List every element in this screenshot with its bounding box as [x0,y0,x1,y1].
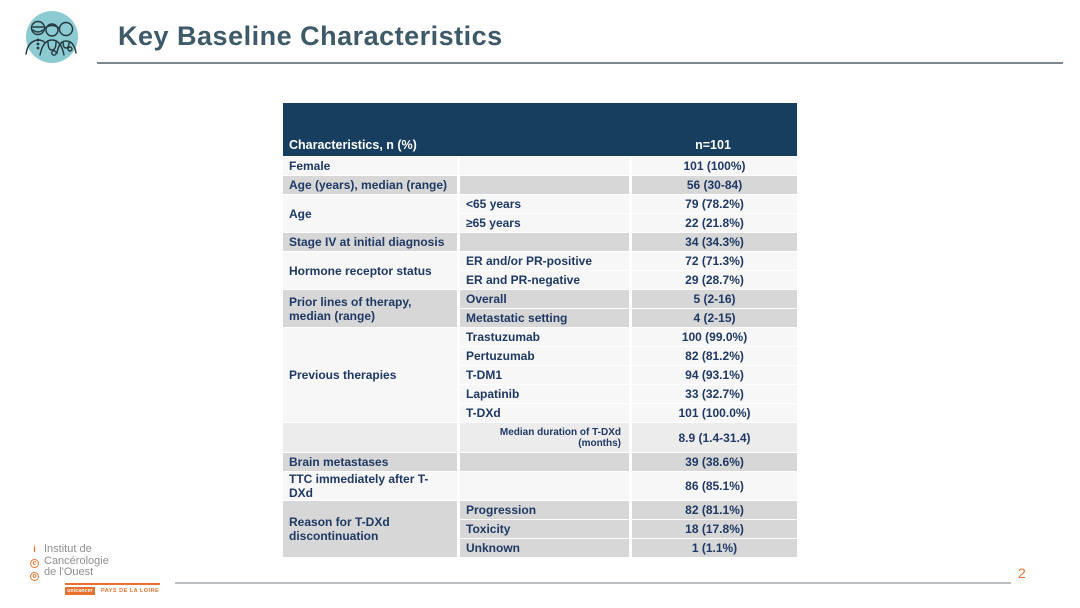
characteristic-label [283,422,457,452]
characteristic-value: 86 (85.1%) [629,471,798,500]
table-row: Metastatic setting 4 (2-15) [283,308,798,327]
characteristic-value: 8.9 (1.4-31.4) [629,422,798,452]
table-row: T-DXd 101 (100.0%) [283,403,798,422]
table-row: Previous therapies Trastuzumab 100 (99.0%) [283,327,798,422]
characteristic-value: 100 (99.0%) [629,327,798,346]
logo-divider [65,583,160,585]
sub-characteristic-label: Pertuzumab [457,346,630,365]
medical-team-icon [23,8,81,71]
institute-line: de l'Ouest [44,566,94,578]
page-number: 2 [1018,565,1026,581]
table-row: ER and PR-negative 29 (28.7%) [283,270,798,289]
title-divider [97,62,1063,64]
ico-letter-c: c [30,558,39,568]
characteristic-label: Previous therapies [283,327,457,422]
characteristic-label: Stage IV at initial diagnosis [283,232,457,251]
table-row: Pertuzumab 82 (81.2%) [283,346,798,365]
ico-logo: i c o Institut de Cancérologie de l'Oues… [30,543,109,581]
sub-characteristic-label: Progression [457,500,630,519]
table-row: Female 101 (100%) [283,156,798,175]
characteristics-table-body: Female 101 (100%) Age (years), median (ran… [283,156,798,557]
sub-characteristic-label: Metastatic setting [457,308,630,327]
sub-characteristic-label: T-DM1 [457,365,630,384]
table-row: Toxicity 18 (17.8%) [283,519,798,538]
sub-characteristic-label [457,156,630,175]
sub-characteristic-label: Median duration of T-DXd (months) [457,422,630,452]
sub-characteristic-label: ER and PR-negative [457,270,630,289]
sub-characteristic-label: ≥65 years [457,213,630,232]
characteristic-value: 82 (81.2%) [629,346,798,365]
characteristic-value: 18 (17.8%) [629,519,798,538]
table-header-row: Characteristics, n (%) n=101 [283,103,798,156]
page-title: Key Baseline Characteristics [118,21,503,51]
sub-characteristic-label: Trastuzumab [457,327,630,346]
table-row: Unknown 1 (1.1%) [283,538,798,557]
table-row: TTC immediately after T-DXd 86 (85.1%) [283,471,798,500]
table-row: Prior lines of therapy, median (range) Ov… [283,289,798,327]
table-row: Age <65 years 79 (78.2%) [283,194,798,232]
table-row: Reason for T-DXd discontinuation Progress… [283,500,798,557]
characteristic-value: 79 (78.2%) [629,194,798,213]
sub-characteristic-label: <65 years [457,194,630,213]
characteristic-value: 72 (71.3%) [629,251,798,270]
characteristic-value: 5 (2-16) [629,289,798,308]
table-row: Stage IV at initial diagnosis 34 (34.3%) [283,232,798,251]
sub-characteristic-label: Lapatinib [457,384,630,403]
sub-characteristic-label: ER and/or PR-positive [457,251,630,270]
characteristic-value: 22 (21.8%) [629,213,798,232]
characteristic-label: Age [283,194,457,232]
baseline-characteristics-table: Characteristics, n (%) n=101 Female 101 (… [283,103,798,557]
ico-letter-o: o [30,572,39,581]
footer-divider [175,582,1011,584]
characteristic-label: Brain metastases [283,452,457,471]
table-row: T-DM1 94 (93.1%) [283,365,798,384]
characteristic-label: Hormone receptor status [283,251,457,289]
characteristic-value: 82 (81.1%) [629,500,798,519]
characteristic-label: Prior lines of therapy, median (range) [283,289,457,327]
characteristic-value: 101 (100%) [629,156,798,175]
characteristic-value: 33 (32.7%) [629,384,798,403]
region-label: PAYS DE LA LOIRE [101,588,160,594]
sub-characteristic-label [457,232,630,251]
characteristic-value: 101 (100.0%) [629,403,798,422]
characteristic-label: TTC immediately after T-DXd [283,471,457,500]
sub-characteristic-label: Toxicity [457,519,630,538]
sub-characteristic-label [457,452,630,471]
ico-logo-icon: i c o [30,544,39,581]
sub-characteristic-label: T-DXd [457,403,630,422]
table-header-count: n=101 [629,103,798,156]
ico-letter-i: i [33,544,36,554]
characteristic-value: 39 (38.6%) [629,452,798,471]
sub-characteristic-label: Overall [457,289,630,308]
characteristic-label: Age (years), median (range) [283,175,457,194]
table-row: ≥65 years 22 (21.8%) [283,213,798,232]
institute-name: Institut de Cancérologie de l'Ouest [44,543,109,581]
characteristic-label: Female [283,156,457,175]
characteristic-label: Reason for T-DXd discontinuation [283,500,457,557]
characteristic-value: 56 (30-84) [629,175,798,194]
characteristic-value: 1 (1.1%) [629,538,798,557]
table-row: Age (years), median (range) 56 (30-84) [283,175,798,194]
institute-line: Cancérologie [44,554,109,567]
institute-line: Institut de [44,543,92,555]
unicancer-badge: unicancer [65,587,95,595]
table-row: Median duration of T-DXd (months) 8.9 (1.… [283,422,798,452]
sub-characteristic-label [457,175,630,194]
characteristic-value: 4 (2-15) [629,308,798,327]
characteristic-value: 34 (34.3%) [629,232,798,251]
sub-characteristic-label: Unknown [457,538,630,557]
sub-characteristic-label [457,471,630,500]
table-row: Brain metastases 39 (38.6%) [283,452,798,471]
table-header-label: Characteristics, n (%) [283,103,630,156]
table-row: Lapatinib 33 (32.7%) [283,384,798,403]
table-row: Hormone receptor status ER and/or PR-posi… [283,251,798,289]
characteristic-value: 29 (28.7%) [629,270,798,289]
characteristic-value: 94 (93.1%) [629,365,798,384]
